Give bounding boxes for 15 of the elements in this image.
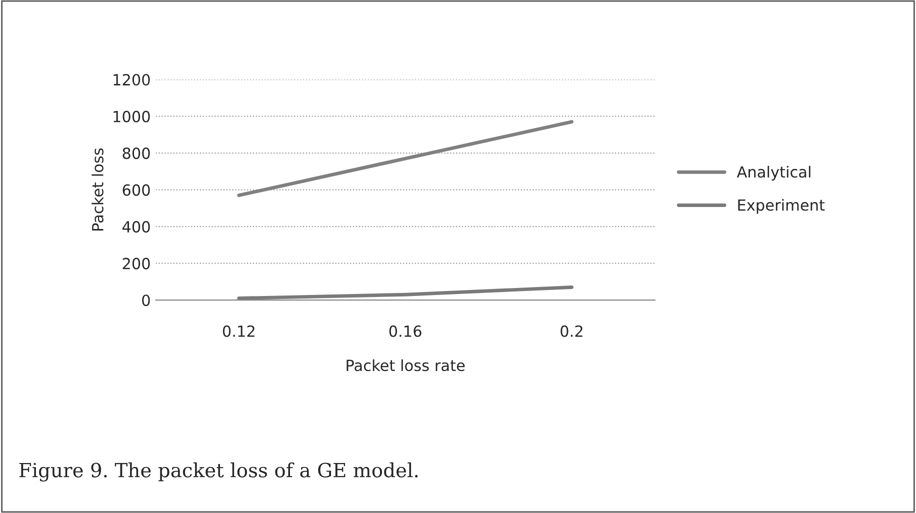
y-tick-label: 800 (122, 148, 150, 160)
y-tick-label: 400 (122, 221, 150, 233)
caption: Figure 9. The packet loss of a GE model. (19, 462, 418, 482)
legend-label: Experiment (738, 198, 825, 214)
y-axis-title: Packet loss (92, 148, 104, 230)
y-tick-label: 600 (122, 184, 150, 196)
y-tick-label: 0 (142, 294, 150, 306)
x-tick-label: 0.12 (222, 325, 254, 337)
x-tick-label: 0.2 (560, 325, 582, 337)
y-tick-label: 1000 (114, 110, 150, 122)
y-tick-label: 200 (122, 258, 150, 270)
y-tick-label: 1200 (114, 74, 150, 86)
legend-label: Analytical (736, 166, 810, 181)
x-axis-title: Packet loss rate (346, 359, 465, 372)
x-tick-label: 0.16 (389, 325, 422, 337)
